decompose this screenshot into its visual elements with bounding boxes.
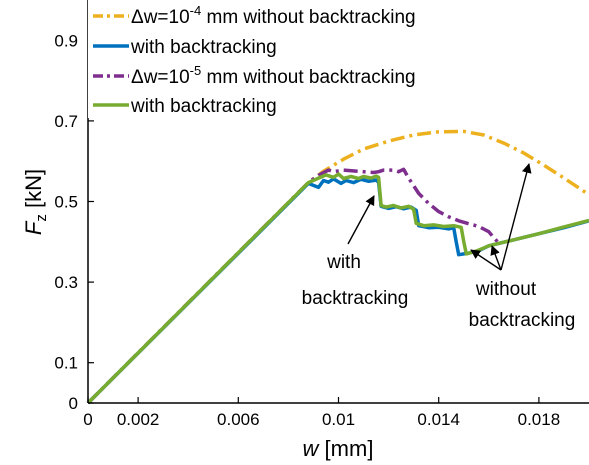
y-tick-label: 0.1 bbox=[54, 354, 78, 373]
x-axis-label: w [mm] bbox=[303, 436, 374, 461]
y-tick-label: 0.9 bbox=[54, 31, 78, 50]
legend: Δw=10-4 mm without backtracking with back… bbox=[88, 0, 538, 118]
y-axis-label: Fz [kN] bbox=[21, 169, 50, 235]
x-tick-label: 0.002 bbox=[117, 410, 160, 429]
y-tick-label: 0.3 bbox=[54, 273, 78, 292]
annotation-with-backtracking: backtracking bbox=[302, 288, 409, 309]
annotation-without-backtracking: without bbox=[475, 279, 537, 300]
legend-label: Δw=10-5 mm without backtracking bbox=[131, 63, 416, 88]
legend-label: Δw=10-4 mm without backtracking bbox=[131, 3, 416, 28]
legend-background bbox=[88, 0, 538, 118]
y-tick-label: 0 bbox=[69, 394, 78, 413]
x-tick-label: 0.018 bbox=[518, 410, 561, 429]
legend-label: with backtracking bbox=[130, 37, 277, 58]
annotations: with backtracking without backtracking bbox=[302, 163, 576, 331]
annotation-arrow bbox=[470, 249, 502, 271]
x-tick-label: 0.014 bbox=[417, 410, 460, 429]
x-tick-label: 0 bbox=[83, 410, 92, 429]
x-tick-label: 0.01 bbox=[322, 410, 355, 429]
y-tick-label: 0.5 bbox=[54, 193, 78, 212]
annotation-arrow bbox=[347, 195, 375, 245]
series-line-1 bbox=[86, 129, 589, 405]
y-tick-label: 0.7 bbox=[54, 112, 78, 131]
legend-label: with backtracking bbox=[130, 96, 277, 117]
x-tick-label: 0.006 bbox=[217, 410, 260, 429]
annotation-arrow bbox=[490, 245, 502, 271]
axes: 0 0.002 0.006 0.01 0.014 0.018 0 0.1 0.3 0.5 0.7 0.… bbox=[21, 0, 589, 461]
annotation-arrow bbox=[500, 163, 532, 271]
annotation-without-backtracking: backtracking bbox=[469, 310, 576, 331]
annotation-with-backtracking: with bbox=[326, 252, 361, 273]
series-line-2 bbox=[86, 167, 501, 405]
